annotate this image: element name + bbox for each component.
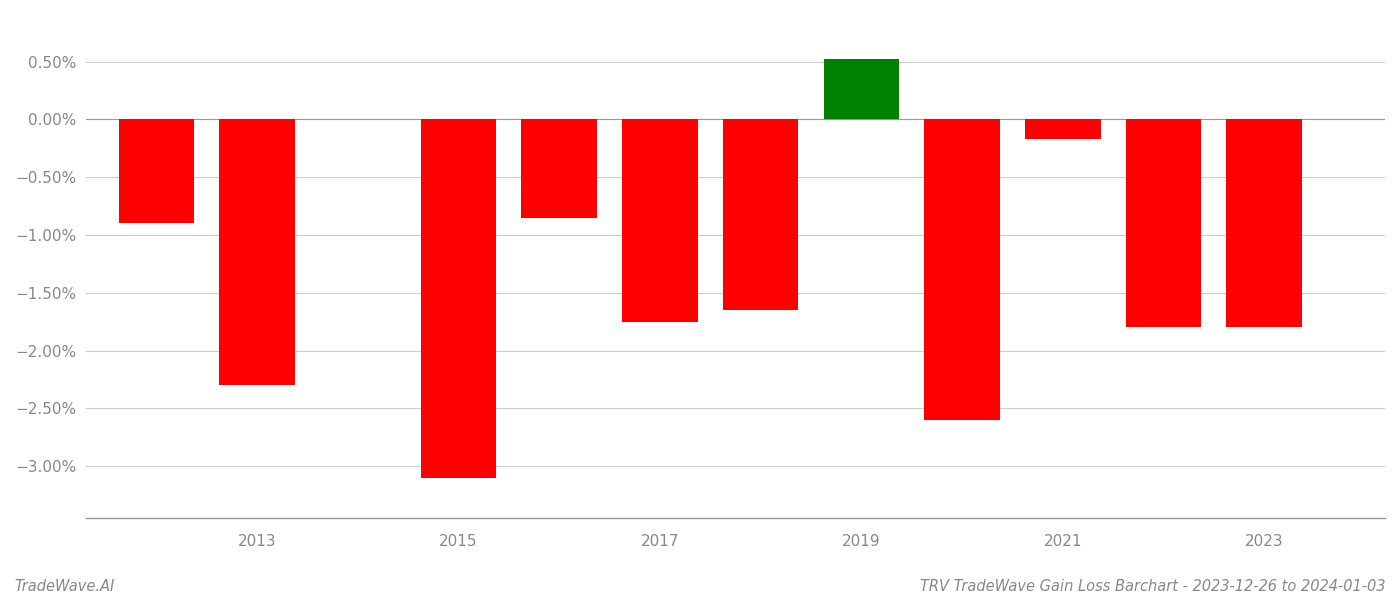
Bar: [119, 119, 195, 223]
Bar: [823, 59, 899, 119]
Bar: [722, 119, 798, 310]
Text: TradeWave.AI: TradeWave.AI: [14, 579, 115, 594]
Bar: [521, 119, 596, 218]
Bar: [1126, 119, 1201, 328]
Bar: [924, 119, 1000, 420]
Bar: [622, 119, 697, 322]
Bar: [220, 119, 295, 385]
Text: TRV TradeWave Gain Loss Barchart - 2023-12-26 to 2024-01-03: TRV TradeWave Gain Loss Barchart - 2023-…: [921, 579, 1386, 594]
Bar: [421, 119, 497, 478]
Bar: [1226, 119, 1302, 328]
Bar: [1025, 119, 1100, 139]
